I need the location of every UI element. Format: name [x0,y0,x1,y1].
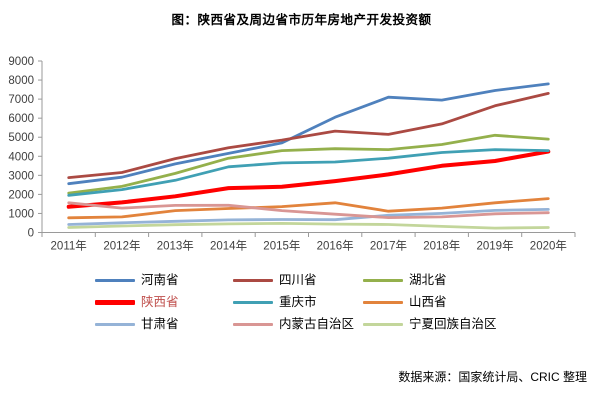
series-line-陕西省 [66,149,551,209]
series-line-山西省 [67,197,550,220]
legend-label: 山西省 [409,295,447,309]
legend-item: 湖北省 [363,274,543,287]
x-axis-label: 2015年 [263,239,300,253]
legend-line-swatch [95,300,135,305]
chart-title: 图：陕西省及周边省市历年房地产开发投资额 [171,13,432,27]
series-line-河南省 [67,82,550,186]
y-axis-label: 4000 [8,151,34,163]
y-axis-label: 7000 [8,94,34,106]
legend-label: 内蒙古自治区 [279,317,355,331]
legend-item: 内蒙古自治区 [233,318,363,331]
legend-label: 甘肃省 [141,317,179,331]
legend-line-swatch [363,300,403,305]
legend-label: 陕西省 [141,295,179,309]
y-axis-label: 9000 [8,56,34,68]
y-axis-label: 6000 [8,113,34,125]
legend-item: 甘肃省 [95,318,233,331]
x-axis-label: 2013年 [157,239,194,253]
x-axis-label: 2018年 [423,239,460,253]
legend-item: 山西省 [363,296,543,309]
y-axis-label: 2000 [8,189,34,201]
legend-item: 宁夏回族自治区 [363,318,543,331]
legend-label: 宁夏回族自治区 [409,317,497,331]
legend-line-swatch [233,322,273,327]
x-axis-label: 2011年 [51,239,87,253]
source-note: 数据来源：国家统计局、CRIC 整理 [398,370,587,384]
x-axis-label: 2014年 [210,239,247,253]
legend-line-swatch [95,278,135,283]
series-line-重庆市 [67,148,550,197]
series-line-甘肃省 [67,207,550,226]
x-axis-label: 2012年 [103,239,140,253]
legend-label: 湖北省 [409,273,447,287]
x-axis-label: 2016年 [317,239,354,253]
legend-line-swatch [363,278,403,283]
legend-item: 河南省 [95,274,233,287]
legend-line-swatch [233,278,273,283]
x-axis-label: 2017年 [370,239,407,253]
legend-item: 重庆市 [233,296,363,309]
series-line-四川省 [67,92,550,180]
legend-line-swatch [363,322,403,327]
legend-line-swatch [95,322,135,327]
legend-label: 重庆市 [279,295,317,309]
legend-label: 四川省 [279,273,317,287]
x-axis-label: 2020年 [530,239,567,253]
y-axis-label: 3000 [8,170,34,182]
y-axis-label: 1000 [8,208,34,220]
series-line-内蒙古自治区 [67,201,550,220]
legend-label: 河南省 [141,273,179,287]
chart-legend: 河南省 四川省 湖北省陕西省 重庆市 山西省甘肃省 内蒙古自治区 宁夏回族自治区 [95,274,543,331]
y-axis-label: 0 [28,228,34,240]
x-axis-label: 2019年 [477,239,514,253]
legend-item: 陕西省 [95,296,233,309]
legend-line-swatch [233,300,273,305]
y-axis-label: 8000 [8,75,34,87]
legend-item: 四川省 [233,274,363,287]
y-axis-label: 5000 [8,132,34,144]
series-line-湖北省 [67,133,550,195]
series-line-宁夏回族自治区 [67,221,550,230]
